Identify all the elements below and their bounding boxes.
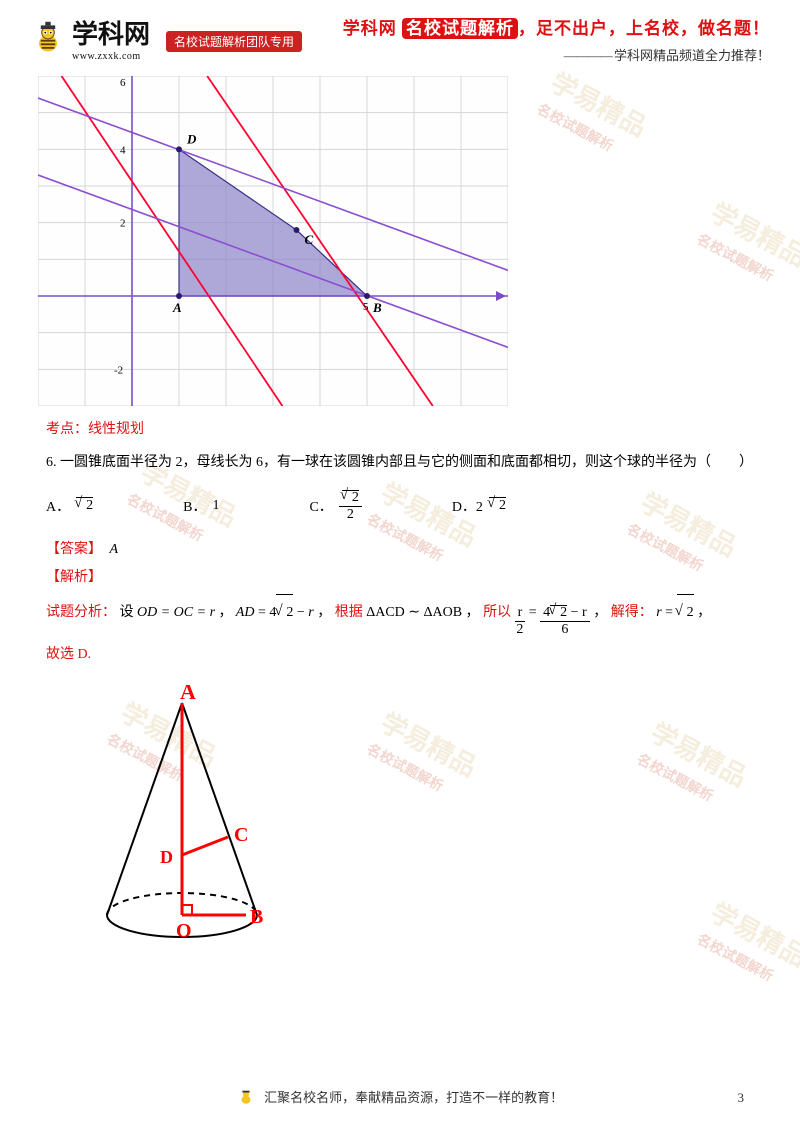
an-s4: 所以 — [483, 605, 511, 620]
an-eq: r2 = 42 − r6 ， — [515, 605, 611, 620]
hr-pre: 学科网 — [343, 19, 397, 38]
choices: A．2 B．1 C． 22 D．22 — [46, 490, 754, 522]
header-right: 学科网 名校试题解析，足不出户，上名校，做名题！ 学科网精品频道全力推荐！ — [343, 14, 770, 64]
svg-text:-2: -2 — [114, 364, 123, 376]
footer: 汇聚名校名师，奉献精品资源，打造不一样的教育！ — [0, 1087, 800, 1106]
content: A B C D 5 2 4 6 -2 考点：线性规划 6. 一圆锥底面半径为 2，母线长为 6，… — [0, 70, 800, 965]
an-s7: r = 2 ， — [656, 605, 711, 620]
svg-text:2: 2 — [120, 218, 126, 230]
cone-diagram: A O B D C — [72, 685, 302, 965]
an-s3: ΔACD ∼ ΔAOB ， — [366, 605, 479, 620]
svg-text:A: A — [180, 685, 196, 704]
svg-text:5: 5 — [363, 301, 369, 313]
svg-text:B: B — [250, 906, 263, 928]
answer-line: 【答案】 A — [46, 538, 754, 558]
an-pre: 试题分析： — [46, 605, 116, 620]
bee-icon — [30, 20, 66, 56]
footer-text: 汇聚名校名师，奉献精品资源，打造不一样的教育！ — [264, 1090, 563, 1105]
svg-text:C: C — [305, 232, 314, 247]
an-s6: 解得： — [611, 605, 653, 620]
svg-text:O: O — [176, 920, 192, 942]
svg-text:6: 6 — [120, 77, 126, 89]
svg-text:D: D — [186, 131, 197, 146]
logo-title: 学科网 — [72, 14, 150, 51]
an-s2: 根据 — [335, 605, 363, 620]
hr-post: ，足不出户，上名校，做名题！ — [518, 19, 770, 38]
footer-bee-icon — [237, 1088, 255, 1106]
answer-label: 【答案】 — [46, 542, 102, 557]
svg-text:C: C — [234, 824, 248, 846]
hr-sub: 学科网精品频道全力推荐！ — [343, 45, 770, 64]
svg-text:4: 4 — [120, 144, 126, 156]
analysis-body: 试题分析： 设 OD = OC = r ， AD = 42 − r ， 根据 Δ… — [46, 594, 754, 673]
choice-b: B．1 — [183, 496, 219, 516]
q-num: 6. — [46, 455, 57, 470]
choice-c: C． 22 — [309, 490, 361, 522]
analysis-label: 【解析】 — [46, 566, 754, 586]
q-body: 一圆锥底面半径为 2，母线长为 6，有一球在该圆锥内部且与它的侧面和底面都相切，… — [60, 455, 753, 470]
an-s1: 设 OD = OC = r ， AD = 42 − r ， — [120, 605, 332, 620]
svg-text:A: A — [172, 300, 182, 315]
page-number: 3 — [738, 1090, 745, 1106]
logo-url: www.zxxk.com — [72, 51, 150, 62]
team-badge: 名校试题解析团队专用 — [166, 31, 302, 52]
page-header: 学科网 www.zxxk.com 名校试题解析团队专用 学科网 名校试题解析，足… — [0, 0, 800, 70]
choice-a: A．2 — [46, 496, 93, 516]
lp-graph: A B C D 5 2 4 6 -2 — [38, 76, 508, 406]
an-tail: 故选 D. — [46, 647, 91, 662]
svg-text:B: B — [372, 300, 382, 315]
question-text: 6. 一圆锥底面半径为 2，母线长为 6，有一球在该圆锥内部且与它的侧面和底面都… — [46, 446, 754, 480]
logo-block: 学科网 www.zxxk.com 名校试题解析团队专用 — [30, 14, 302, 62]
svg-text:D: D — [160, 847, 173, 867]
hr-box: 名校试题解析 — [402, 18, 518, 39]
answer-value: A — [110, 542, 119, 557]
topic-line: 考点：线性规划 — [46, 418, 754, 438]
choice-d: D．22 — [452, 496, 506, 516]
